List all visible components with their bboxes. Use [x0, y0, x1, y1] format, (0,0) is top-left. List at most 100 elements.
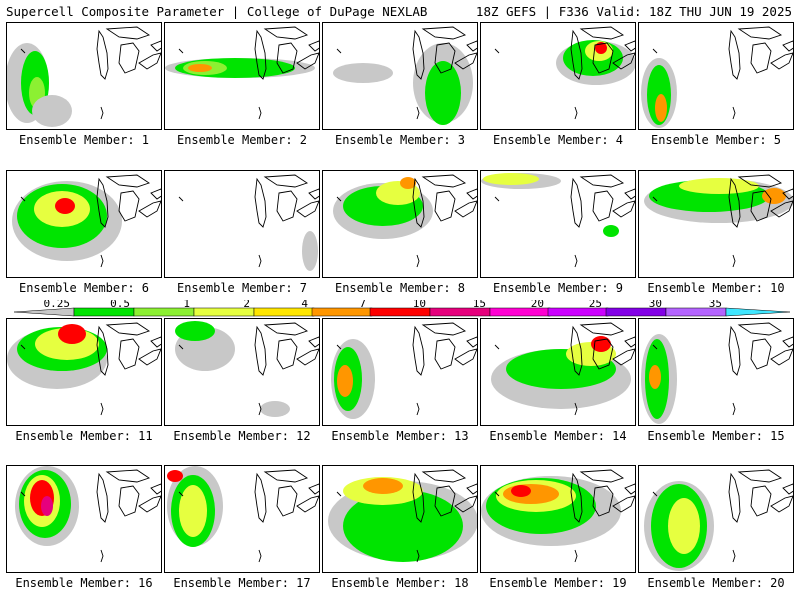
- great-lakes-outline: [96, 177, 109, 228]
- great-lakes-outline: [434, 338, 456, 370]
- scp-field-patch: [603, 225, 619, 237]
- lake-okeechobee-outline: [100, 106, 104, 120]
- lake-okeechobee-outline: [732, 549, 736, 563]
- member-map: [638, 318, 794, 426]
- lake-okeechobee-outline: [574, 402, 578, 416]
- member-caption: Ensemble Member: 2: [176, 133, 308, 147]
- great-lakes-outline: [728, 325, 741, 376]
- member-map: [322, 318, 478, 426]
- map-svg: [333, 174, 477, 268]
- great-lakes-outline: [308, 40, 319, 52]
- member-map: [480, 318, 636, 426]
- member-map: [638, 170, 794, 278]
- member-caption: Ensemble Member: 10: [647, 281, 785, 295]
- great-lakes-outline: [105, 174, 151, 188]
- colorbar-tick-label: 1: [183, 300, 190, 310]
- scp-field-patch: [188, 64, 212, 72]
- map-svg: [481, 469, 635, 563]
- scp-field-patch: [400, 177, 416, 189]
- colorbar-tick-label: 15: [473, 300, 486, 310]
- lake-outline: [652, 196, 658, 202]
- great-lakes-outline: [276, 485, 298, 517]
- great-lakes-outline: [612, 200, 635, 218]
- great-lakes-outline: [454, 200, 477, 218]
- lake-okeechobee-outline: [258, 549, 262, 563]
- great-lakes-outline: [592, 485, 614, 517]
- scp-field-patch: [655, 94, 667, 122]
- member-map: [638, 22, 794, 130]
- scp-field-patch: [41, 496, 53, 516]
- great-lakes-outline: [579, 174, 625, 188]
- lake-okeechobee-outline: [100, 254, 104, 268]
- colorbar-legend: 0.25 0.5 1 2 4 7 10 15 20 25 30 35: [14, 300, 790, 317]
- member-caption: Ensemble Member: 13: [331, 429, 469, 443]
- great-lakes-outline: [421, 174, 467, 188]
- lake-outline: [336, 48, 342, 54]
- great-lakes-outline: [624, 336, 635, 348]
- great-lakes-outline: [782, 40, 793, 52]
- great-lakes-outline: [770, 348, 793, 366]
- lake-outline: [336, 344, 342, 350]
- lake-okeechobee-outline: [100, 549, 104, 563]
- map-svg: [15, 466, 161, 563]
- great-lakes-outline: [276, 338, 298, 370]
- great-lakes-outline: [466, 188, 477, 200]
- great-lakes-outline: [782, 336, 793, 348]
- scp-field-patch: [483, 173, 539, 185]
- lake-okeechobee-outline: [258, 106, 262, 120]
- lake-okeechobee-outline: [574, 254, 578, 268]
- lake-outline: [20, 491, 26, 497]
- map-svg: [7, 26, 161, 127]
- colorbar-tick-label: 4: [301, 300, 308, 310]
- lake-okeechobee-outline: [100, 402, 104, 416]
- great-lakes-outline: [737, 26, 783, 40]
- map-svg: [494, 26, 635, 120]
- lake-outline: [178, 196, 184, 202]
- great-lakes-outline: [737, 469, 783, 483]
- scp-field-patch: [595, 42, 607, 54]
- lake-outline: [20, 48, 26, 54]
- great-lakes-outline: [263, 469, 309, 483]
- great-lakes-outline: [412, 472, 425, 523]
- great-lakes-outline: [254, 472, 267, 523]
- great-lakes-outline: [728, 472, 741, 523]
- great-lakes-outline: [105, 469, 151, 483]
- great-lakes-outline: [579, 26, 625, 40]
- map-svg: [641, 26, 793, 128]
- member-caption: Ensemble Member: 7: [176, 281, 308, 295]
- great-lakes-outline: [612, 495, 635, 513]
- great-lakes-outline: [308, 483, 319, 495]
- great-lakes-outline: [118, 485, 140, 517]
- great-lakes-outline: [624, 188, 635, 200]
- map-svg: [491, 322, 635, 416]
- great-lakes-outline: [750, 190, 772, 222]
- great-lakes-outline: [96, 472, 109, 523]
- member-caption: Ensemble Member: 14: [489, 429, 627, 443]
- great-lakes-outline: [296, 200, 319, 218]
- scp-field-patch: [337, 365, 353, 397]
- header-valid-time: 18Z GEFS | F336 Valid: 18Z THU JUN 19 20…: [475, 4, 792, 19]
- member-map: [6, 465, 162, 573]
- colorbar-tick-label: 30: [649, 300, 662, 310]
- great-lakes-outline: [118, 190, 140, 222]
- scp-field-patch: [425, 61, 461, 125]
- great-lakes-outline: [263, 26, 309, 40]
- great-lakes-outline: [454, 52, 477, 70]
- header-title: Supercell Composite Parameter | College …: [6, 4, 428, 19]
- lake-outline: [494, 344, 500, 350]
- great-lakes-outline: [737, 174, 783, 188]
- great-lakes-outline: [770, 52, 793, 70]
- great-lakes-outline: [570, 29, 583, 80]
- lake-okeechobee-outline: [416, 106, 420, 120]
- map-svg: [165, 26, 319, 120]
- great-lakes-outline: [728, 177, 741, 228]
- great-lakes-outline: [263, 322, 309, 336]
- great-lakes-outline: [454, 348, 477, 366]
- great-lakes-outline: [466, 40, 477, 52]
- lake-outline: [178, 48, 184, 54]
- member-caption: Ensemble Member: 4: [492, 133, 624, 147]
- member-caption: Ensemble Member: 1: [18, 133, 150, 147]
- great-lakes-outline: [296, 52, 319, 70]
- great-lakes-outline: [579, 469, 625, 483]
- lake-outline: [336, 491, 342, 497]
